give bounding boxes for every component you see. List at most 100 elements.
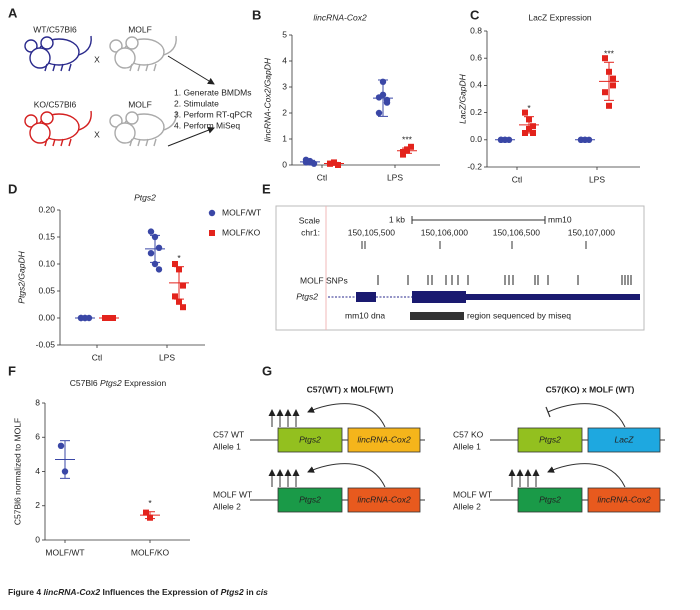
mouse-leg	[129, 138, 133, 147]
mouse-leg	[145, 63, 149, 72]
mouse-ear	[109, 39, 123, 53]
position-label: 150,106,500	[493, 227, 541, 237]
step-text: 2. Stimulate	[174, 98, 219, 108]
gene-box	[517, 487, 583, 513]
mouse-ear	[125, 111, 139, 125]
figure-caption: Figure 4 lincRNA-Cox2 Influences the Exp…	[8, 587, 268, 597]
data-point	[147, 250, 155, 257]
panel-label: A	[8, 5, 18, 20]
y-tick-label: 0.6	[470, 52, 482, 62]
significance: *	[527, 103, 531, 113]
data-point	[610, 75, 616, 82]
data-point	[143, 509, 149, 516]
mouse-label: KO/C57Bl6	[34, 99, 77, 109]
legend-marker	[209, 230, 215, 236]
y-tick-label: 0.20	[38, 204, 55, 214]
y-tick-label: 1	[282, 133, 287, 143]
figure-caption-part: lincRNA-Cox2	[43, 587, 100, 597]
y-tick-label: 6	[35, 432, 40, 442]
allele-label: Allele 2	[453, 501, 481, 511]
gene-box	[347, 487, 421, 513]
region-label: region sequenced by miseq	[467, 310, 571, 320]
allele-label: Allele 1	[453, 441, 481, 451]
data-point	[375, 109, 383, 117]
mouse-leg	[52, 138, 56, 147]
gene-box	[587, 487, 661, 513]
data-point	[602, 89, 608, 96]
regulation-arc	[547, 403, 626, 428]
x-tick-label: Ctl	[512, 174, 523, 184]
figure-caption-part: Ptgs2	[221, 587, 244, 597]
gene-label: Ptgs2	[296, 291, 318, 301]
mouse-icon	[109, 35, 177, 72]
x-tick-label: LPS	[159, 352, 175, 362]
data-point	[522, 109, 528, 116]
gene-box	[347, 427, 421, 453]
x-tick-label: Ctl	[92, 352, 103, 362]
mouse-ear	[125, 36, 139, 50]
gene-name: Ptgs2	[539, 434, 561, 444]
x-tick-label: Ctl	[317, 172, 328, 182]
utr	[466, 294, 640, 300]
mouse-label: WT/C57Bl6	[33, 24, 77, 34]
mouse-leg	[153, 63, 157, 72]
y-axis-label: Ptgs2/GapDH	[16, 250, 26, 303]
panel-label: E	[262, 181, 271, 196]
y-tick-label: 0.00	[38, 312, 55, 322]
significance: *	[148, 498, 152, 508]
allele-label: Allele 2	[213, 501, 241, 511]
y-axis-label: C57Bl6 normalized to MOLF	[12, 418, 22, 525]
y-tick-label: 0.0	[470, 134, 482, 144]
x-tick-label: LPS	[387, 172, 403, 182]
significance: ***	[604, 49, 615, 59]
figure-caption-part: Figure 4	[8, 587, 43, 597]
allele-label: Allele 1	[213, 441, 241, 451]
chart-title-part: Ptgs2	[100, 378, 122, 388]
mouse-leg	[129, 63, 133, 72]
position-label: 150,105,500	[348, 227, 396, 237]
allele-label: MOLF WT	[453, 489, 492, 499]
mouse-leg	[153, 138, 157, 147]
y-tick-label: 4	[35, 466, 40, 476]
mouse-label: MOLF	[128, 24, 152, 34]
chart-title-part: C57Bl6	[70, 378, 100, 388]
cross-sign: X	[94, 129, 100, 139]
mouse-head	[114, 122, 136, 144]
mouse-leg	[137, 138, 141, 147]
inhibition-bar	[545, 406, 551, 418]
track-label: chr1:	[301, 227, 320, 237]
legend-label: MOLF/KO	[222, 227, 261, 237]
chart-title: lincRNA-Cox2	[313, 12, 367, 22]
y-tick-label: 4	[282, 55, 287, 65]
cross-sign: X	[94, 54, 100, 64]
panel-label: F	[8, 363, 16, 378]
mouse-leg	[68, 63, 72, 72]
allele-label: C57 WT	[213, 429, 244, 439]
column-title: C57(WT) x MOLF(WT)	[307, 384, 394, 394]
regulation-arc	[307, 463, 386, 488]
data-point	[155, 244, 163, 251]
gene-box	[587, 427, 661, 453]
chart-title: C57Bl6 Ptgs2 Expression	[70, 378, 167, 388]
track-label: mm10 dna	[345, 310, 385, 320]
mouse-ear	[40, 111, 54, 125]
y-tick-label: -0.05	[36, 339, 56, 349]
y-tick-label: 0.10	[38, 258, 55, 268]
gene-name: lincRNA-Cox2	[357, 494, 411, 504]
y-tick-label: 8	[35, 397, 40, 407]
data-point	[408, 143, 414, 150]
data-point	[610, 82, 616, 89]
mouse-ear	[24, 39, 38, 53]
chart-title: LacZ Expression	[528, 12, 592, 22]
position-label: 150,106,000	[421, 227, 469, 237]
mouse-ear	[24, 114, 38, 128]
column-title: C57(KO) x MOLF (WT)	[546, 384, 635, 394]
y-tick-label: 0	[282, 159, 287, 169]
mouse-leg	[60, 63, 64, 72]
browser-frame	[275, 205, 645, 331]
panel-label: D	[8, 181, 17, 196]
mouse-head	[114, 47, 136, 69]
gene-name: lincRNA-Cox2	[597, 494, 651, 504]
mouse-leg	[145, 138, 149, 147]
figure-caption-part: Influences the Expression of	[100, 587, 220, 597]
